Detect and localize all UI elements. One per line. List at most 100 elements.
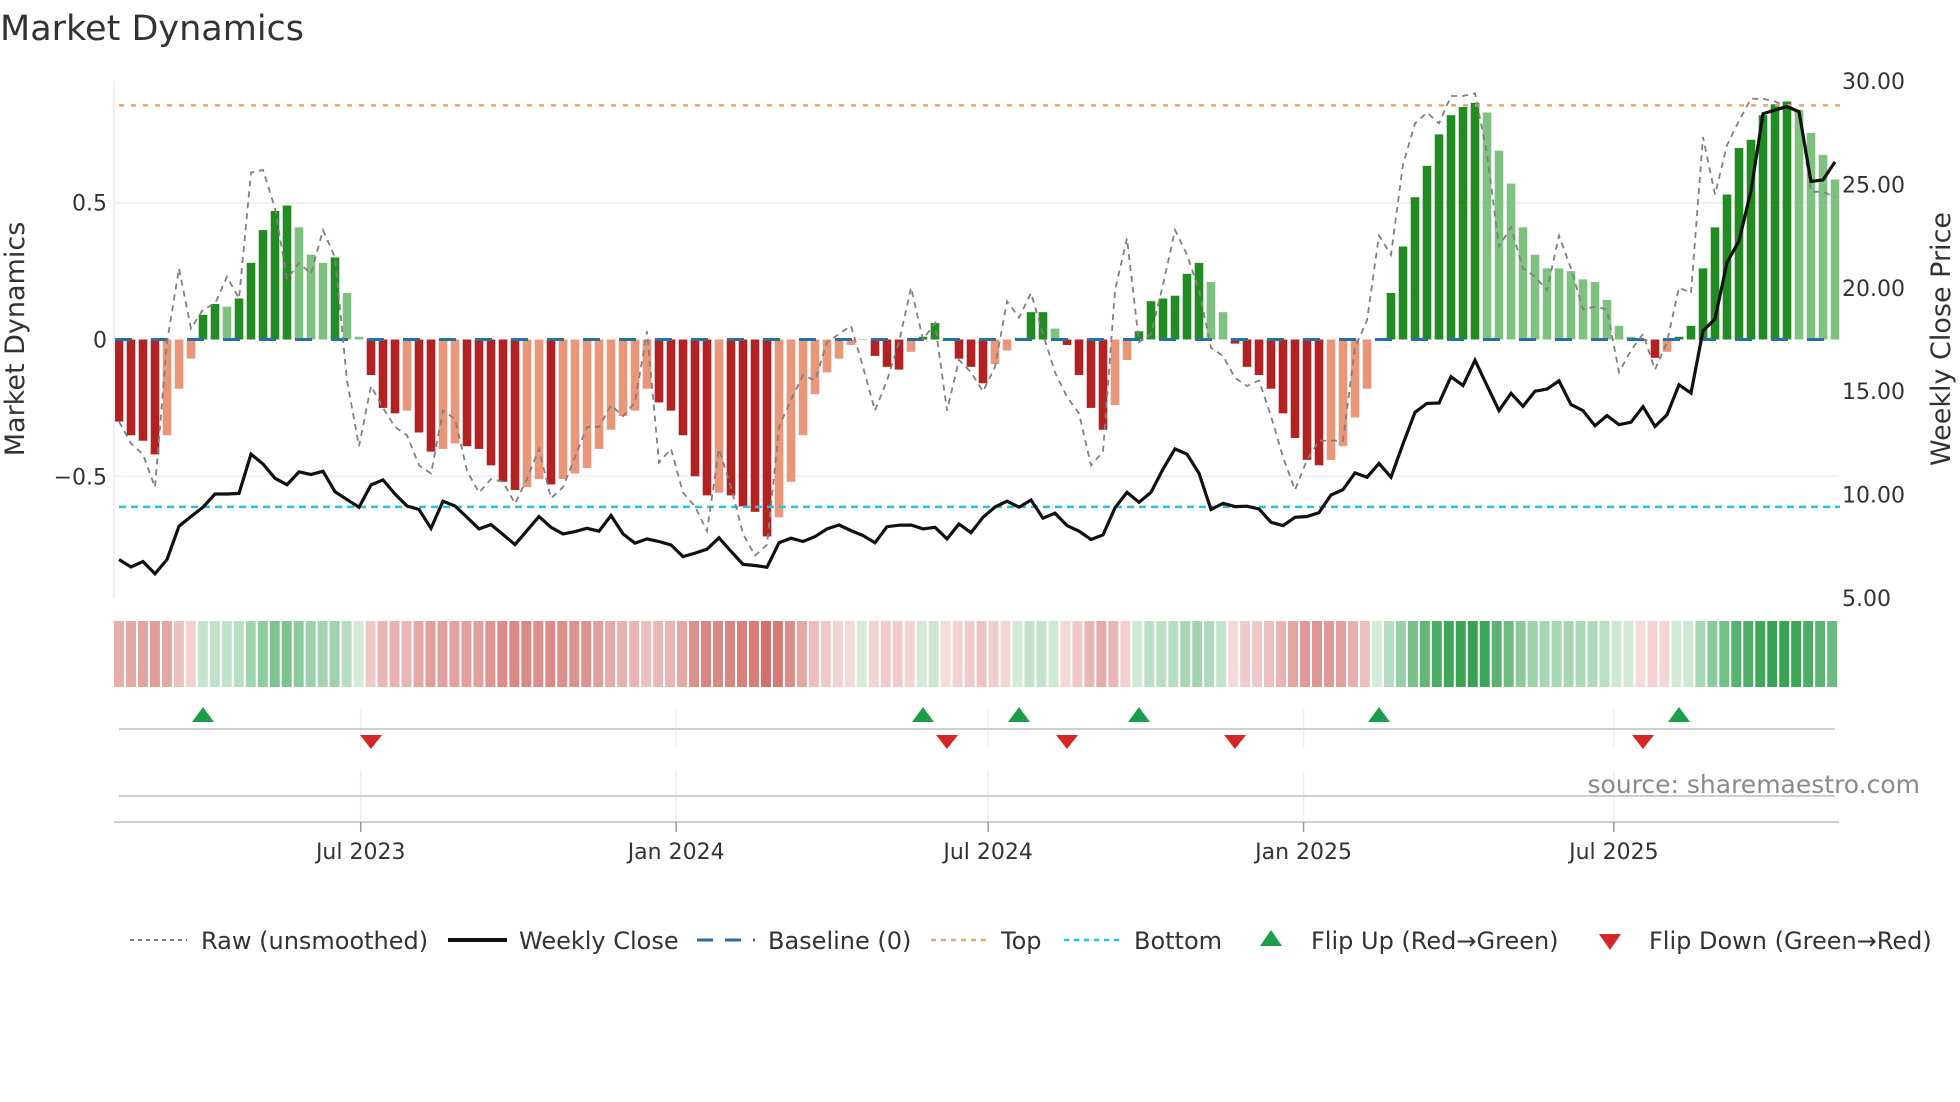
histogram-bar bbox=[1530, 254, 1540, 340]
heat-cell bbox=[1012, 621, 1023, 687]
histogram-bar bbox=[1326, 339, 1336, 460]
heat-cell bbox=[137, 621, 148, 687]
heat-cell bbox=[976, 621, 987, 687]
histogram-bar bbox=[1686, 325, 1696, 340]
heat-cell bbox=[784, 621, 795, 687]
histogram-bar bbox=[366, 339, 376, 376]
right-tick-label: 10.00 bbox=[1842, 484, 1905, 509]
legend-flip-up-icon bbox=[1260, 930, 1282, 946]
histogram-bar bbox=[138, 339, 148, 441]
heat-cell bbox=[964, 621, 975, 687]
histogram-bar bbox=[114, 339, 124, 422]
histogram-bar bbox=[798, 339, 808, 436]
heat-cell bbox=[724, 621, 735, 687]
heat-cell bbox=[173, 621, 184, 687]
left-axis-title: Market Dynamics bbox=[0, 222, 31, 457]
histogram-bar bbox=[1290, 339, 1300, 438]
histogram-bar bbox=[1050, 328, 1060, 340]
heat-cell bbox=[772, 621, 783, 687]
heat-cell bbox=[341, 621, 352, 687]
histogram-bar bbox=[1650, 339, 1660, 358]
heat-cell bbox=[401, 621, 412, 687]
heat-cell bbox=[449, 621, 460, 687]
x-tick-label: Jan 2024 bbox=[626, 840, 725, 865]
histogram-bar bbox=[1062, 339, 1072, 345]
histogram-bar bbox=[834, 339, 844, 359]
histogram-bar bbox=[882, 339, 892, 367]
right-tick-label: 30.00 bbox=[1842, 70, 1905, 95]
histogram-bar bbox=[1506, 183, 1516, 340]
histogram-bar bbox=[906, 339, 916, 352]
heat-cell bbox=[1204, 621, 1215, 687]
heat-cell bbox=[1168, 621, 1179, 687]
histogram-bar bbox=[1770, 104, 1780, 340]
histogram-bar bbox=[1830, 179, 1840, 340]
legend-top-label: Top bbox=[1000, 927, 1042, 955]
histogram-bar bbox=[1338, 339, 1348, 447]
histogram-bar bbox=[1194, 262, 1204, 340]
histogram-bar bbox=[1110, 339, 1120, 406]
heat-cell bbox=[653, 621, 664, 687]
heat-cell bbox=[1551, 621, 1562, 687]
x-tick-label: Jul 2023 bbox=[314, 840, 406, 865]
heat-cell bbox=[581, 621, 592, 687]
heat-cell bbox=[1719, 621, 1730, 687]
right-tick-label: 5.00 bbox=[1842, 587, 1891, 612]
left-tick-label: 0.5 bbox=[72, 192, 107, 217]
heat-cell bbox=[1623, 621, 1634, 687]
histogram-bar bbox=[1446, 115, 1456, 340]
histogram-bar bbox=[198, 314, 208, 340]
histogram-bar bbox=[1590, 282, 1600, 340]
heat-cell bbox=[1491, 621, 1502, 687]
histogram-bar bbox=[1278, 339, 1288, 414]
heat-cell bbox=[1827, 621, 1838, 687]
histogram-bar bbox=[438, 339, 448, 449]
flip-markers bbox=[114, 707, 1839, 823]
histogram-bar bbox=[1434, 134, 1444, 340]
heat-cell bbox=[1779, 621, 1790, 687]
heat-cell bbox=[125, 621, 136, 687]
heat-cell bbox=[808, 621, 819, 687]
heat-cell bbox=[904, 621, 915, 687]
flip-down-marker bbox=[1632, 735, 1654, 749]
histogram-bar bbox=[1398, 246, 1408, 340]
histogram-bar bbox=[330, 257, 340, 340]
heat-cell bbox=[281, 621, 292, 687]
heat-cell bbox=[868, 621, 879, 687]
heat-cell bbox=[1659, 621, 1670, 687]
histogram-bar bbox=[426, 339, 436, 452]
heat-cell bbox=[1731, 621, 1742, 687]
source-label: source: sharemaestro.com bbox=[1588, 770, 1921, 799]
histogram-bar bbox=[318, 262, 328, 340]
heat-cell bbox=[1575, 621, 1586, 687]
histogram-bar bbox=[1518, 227, 1528, 340]
heat-cell bbox=[1312, 621, 1322, 687]
heat-cell bbox=[593, 621, 604, 687]
heat-cell bbox=[689, 621, 700, 687]
histogram-bar bbox=[1026, 312, 1036, 340]
flip-down-marker bbox=[1224, 735, 1246, 749]
heat-cell bbox=[461, 621, 472, 687]
heat-cell bbox=[1767, 621, 1778, 687]
histogram-bar bbox=[234, 298, 244, 340]
heat-cell bbox=[1419, 621, 1430, 687]
flip-up-marker bbox=[1008, 707, 1030, 722]
heat-cell bbox=[1144, 621, 1155, 687]
histogram-bar bbox=[1038, 312, 1048, 340]
histogram-bar bbox=[1422, 165, 1432, 340]
legend-bottom-label: Bottom bbox=[1134, 927, 1222, 955]
histogram-bar bbox=[1302, 339, 1312, 460]
heat-cell bbox=[940, 621, 951, 687]
heat-cell bbox=[413, 621, 424, 687]
histogram-bar bbox=[1386, 292, 1396, 340]
histogram-bar bbox=[978, 339, 988, 384]
heat-cell bbox=[916, 621, 927, 687]
histogram-bar bbox=[594, 339, 604, 449]
histogram-bar bbox=[1074, 339, 1084, 376]
heat-cell bbox=[497, 621, 508, 687]
histogram-bar bbox=[474, 339, 484, 449]
histogram-bar bbox=[486, 339, 496, 466]
histogram-bar bbox=[354, 336, 364, 340]
histogram-bar bbox=[714, 339, 724, 493]
histogram-bar bbox=[846, 339, 856, 345]
